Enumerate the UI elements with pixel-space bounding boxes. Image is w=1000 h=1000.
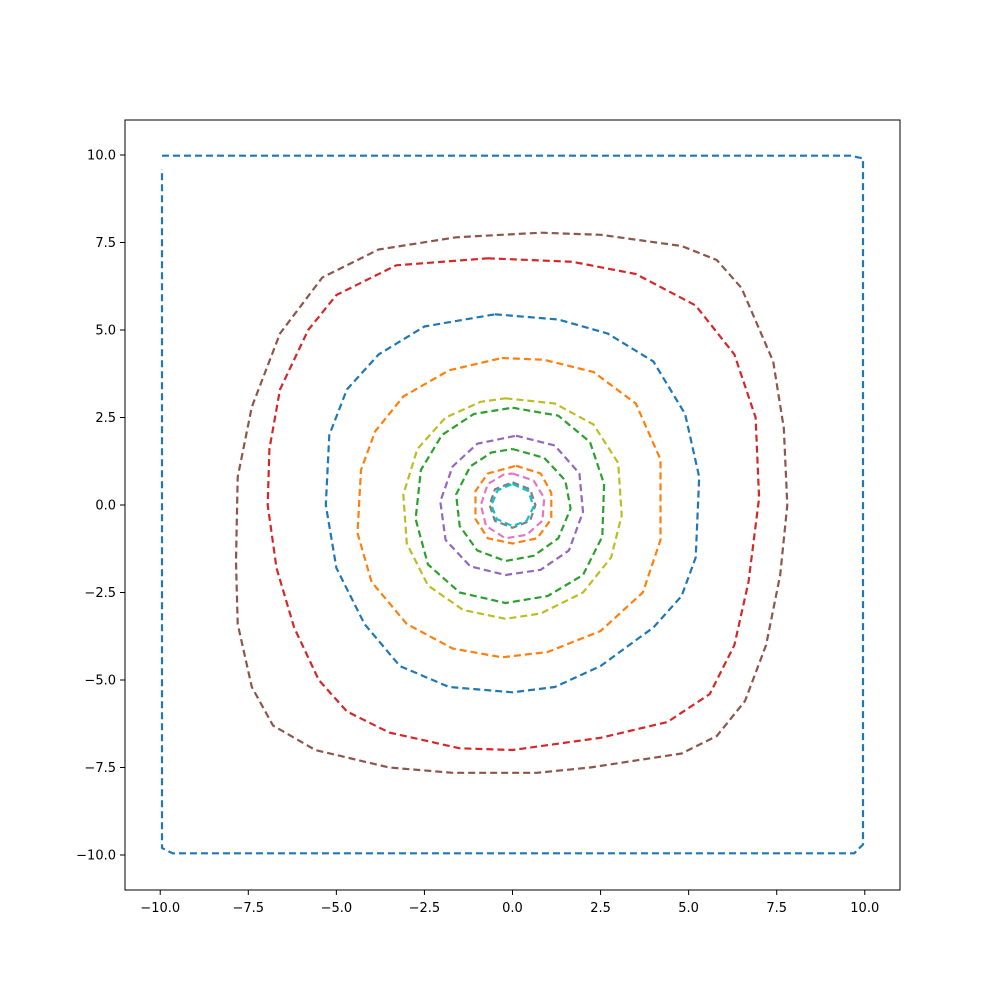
- x-tick-label: −5.0: [321, 901, 353, 916]
- x-tick-label: 2.5: [590, 901, 611, 916]
- x-tick-label: 5.0: [678, 901, 699, 916]
- series-line-2: [234, 231, 789, 774]
- y-tick-label: 10.0: [87, 149, 116, 164]
- x-tick-label: 0.0: [502, 901, 523, 916]
- series-line-4: [324, 313, 701, 694]
- series-line-13: [490, 482, 535, 528]
- series-line-1: [160, 154, 865, 855]
- y-tick-label: 2.5: [95, 411, 116, 426]
- y-tick-label: −2.5: [84, 586, 116, 601]
- x-tick-label: −2.5: [409, 901, 441, 916]
- y-tick-label: 0.0: [95, 499, 116, 514]
- series-line-11: [479, 472, 546, 540]
- series-line-6: [402, 397, 623, 620]
- series-line-7: [414, 406, 606, 605]
- x-tick-label: 10.0: [850, 901, 879, 916]
- series-line-5: [356, 356, 662, 659]
- y-axis: −10.0 −7.5 −5.0 −2.5 0.0 2.5 5.0 7.5 10.0: [76, 149, 125, 864]
- series-line-12: [488, 481, 537, 529]
- y-tick-label: −5.0: [84, 674, 116, 689]
- series-line-3: [266, 257, 761, 752]
- series-layer: [160, 154, 865, 855]
- series-line-10: [474, 464, 553, 545]
- y-tick-label: 7.5: [95, 236, 116, 251]
- x-tick-label: −10.0: [140, 901, 180, 916]
- x-tick-label: 7.5: [766, 901, 787, 916]
- y-tick-label: −10.0: [76, 849, 116, 864]
- y-tick-label: −7.5: [84, 761, 116, 776]
- plot-frame: [124, 119, 901, 891]
- x-tick-label: −7.5: [233, 901, 265, 916]
- x-axis: −10.0 −7.5 −5.0 −2.5 0.0 2.5 5.0 7.5 10.0: [140, 890, 879, 916]
- series-line-8: [439, 434, 585, 577]
- y-tick-label: 5.0: [95, 324, 116, 339]
